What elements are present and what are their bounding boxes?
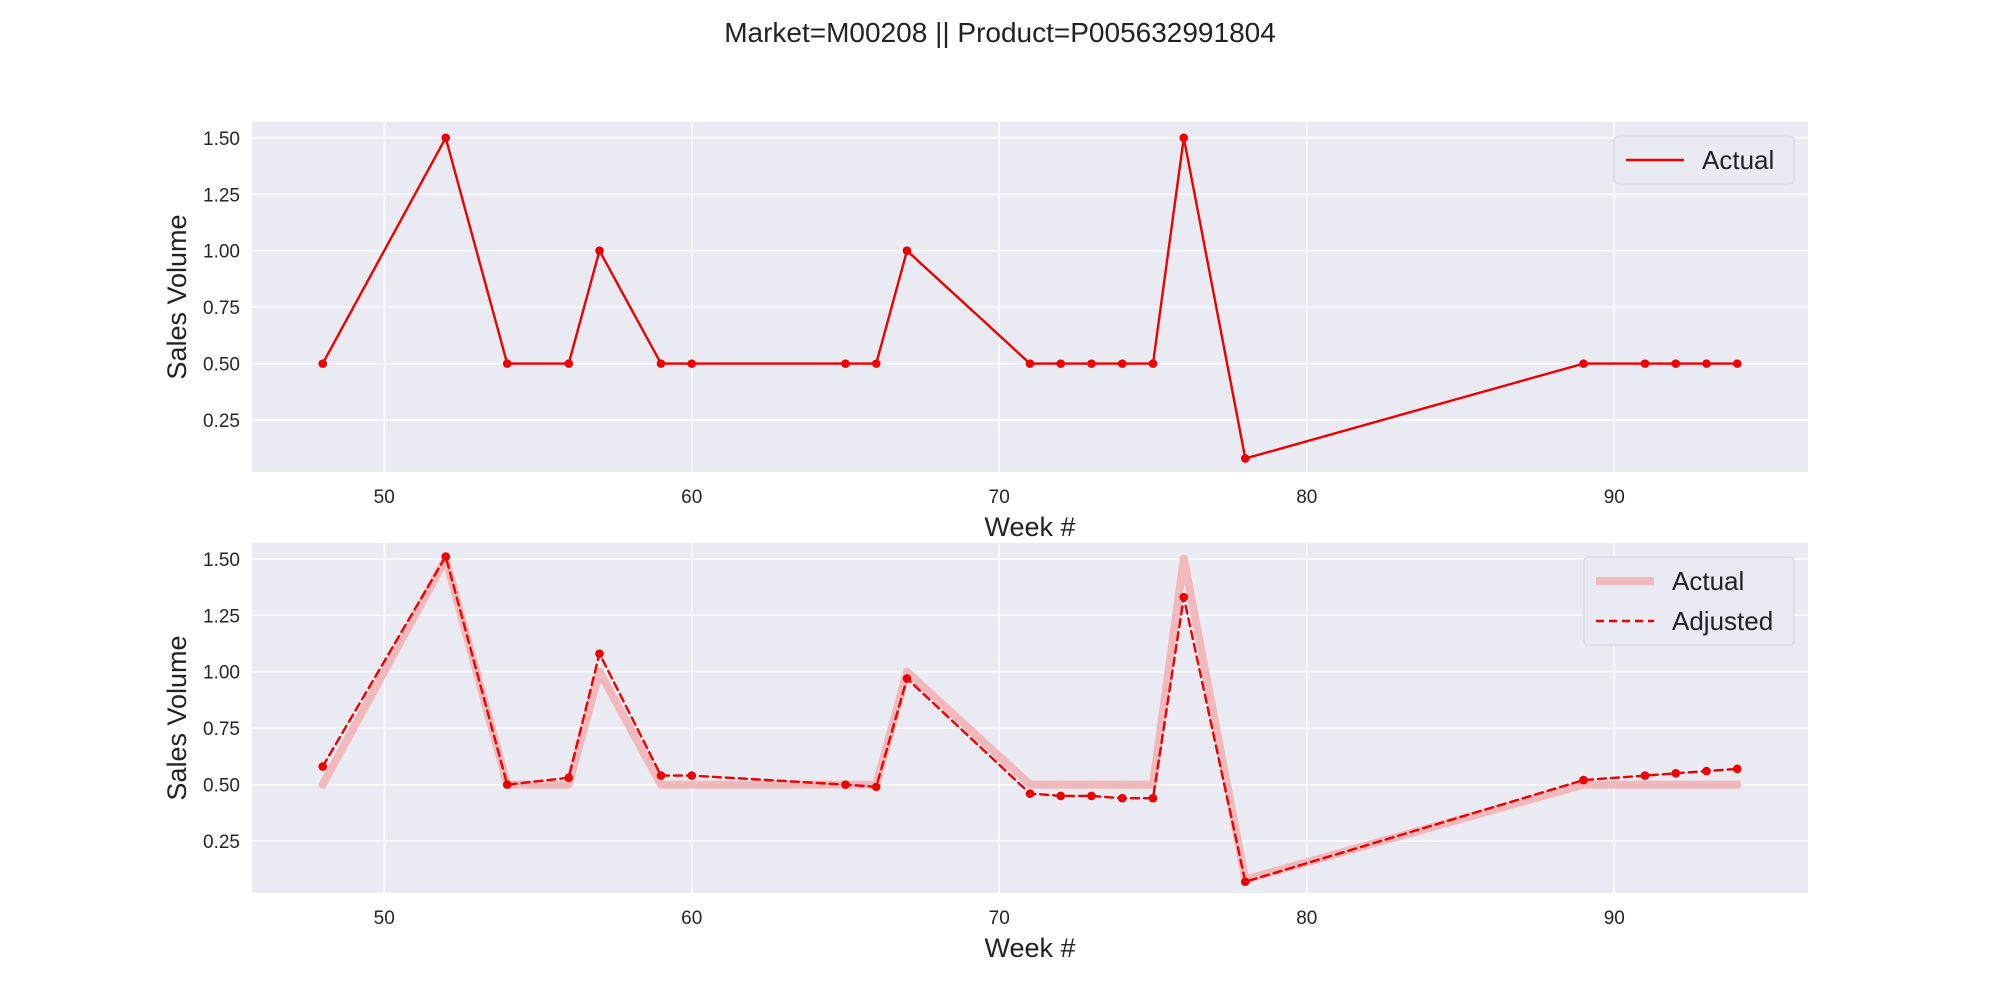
x-tick-label: 70	[989, 487, 1010, 508]
data-point-adjusted	[1240, 877, 1250, 887]
data-point-actual	[656, 359, 666, 368]
x-tick-label: 50	[374, 908, 395, 929]
legend-box	[1613, 135, 1795, 185]
data-point-actual	[1733, 780, 1742, 789]
data-point-actual	[1732, 359, 1742, 368]
y-tick-label: 1.00	[203, 663, 240, 684]
data-point-actual	[687, 359, 697, 368]
data-point-adjusted	[902, 674, 912, 683]
legend-label-actual: Actual	[1702, 145, 1774, 175]
data-point-adjusted	[441, 552, 451, 561]
y-tick-label: 0.75	[203, 719, 240, 740]
data-point-adjusted	[1179, 592, 1189, 602]
y-tick-label: 1.25	[203, 606, 240, 627]
y-tick-label: 0.75	[203, 298, 240, 319]
data-point-adjusted	[1087, 791, 1096, 801]
data-point-actual	[1056, 780, 1065, 789]
y-axis-label: Sales Volume	[162, 635, 192, 800]
legend-label-adjusted: Adjusted	[1672, 606, 1773, 636]
series-line-actual	[321, 136, 1739, 460]
data-point-adjusted	[318, 762, 328, 771]
data-point-adjusted	[595, 649, 604, 658]
data-point-adjusted	[564, 773, 574, 783]
data-point-actual	[1087, 780, 1096, 789]
data-point-adjusted	[1732, 764, 1742, 774]
data-point-adjusted	[502, 780, 512, 789]
y-tick-label: 1.25	[203, 185, 240, 206]
data-point-adjusted	[1148, 793, 1158, 803]
data-point-adjusted	[1025, 789, 1035, 798]
data-point-actual	[841, 359, 850, 368]
data-point-adjusted	[1671, 769, 1681, 778]
y-axis-label: Sales Volume	[162, 214, 192, 379]
data-point-actual	[595, 667, 604, 676]
data-point-actual	[564, 780, 573, 789]
data-point-adjusted	[1056, 791, 1066, 801]
y-tick-label: 1.50	[203, 129, 240, 150]
data-point-actual	[1671, 359, 1681, 368]
data-point-actual	[1240, 454, 1250, 463]
x-tick-label: 80	[1296, 908, 1317, 929]
data-point-adjusted	[1702, 766, 1711, 776]
data-point-actual	[1087, 359, 1096, 368]
data-point-actual	[318, 780, 327, 789]
data-point-actual	[1640, 359, 1650, 368]
data-point-actual	[1702, 359, 1711, 368]
legend-label-actual: Actual	[1672, 566, 1744, 596]
data-point-adjusted	[1117, 793, 1127, 803]
data-point-actual	[564, 359, 574, 368]
x-tick-label: 80	[1296, 487, 1317, 508]
data-point-actual	[871, 359, 881, 368]
y-tick-label: 0.25	[203, 832, 240, 853]
y-tick-label: 1.50	[203, 550, 240, 571]
data-point-actual	[902, 246, 912, 256]
x-axis-label: Week #	[984, 933, 1075, 963]
data-point-adjusted	[871, 782, 881, 792]
data-point-actual	[1118, 780, 1127, 789]
series-line-actual	[318, 554, 1742, 884]
data-point-actual	[1025, 359, 1035, 368]
data-point-actual	[656, 780, 665, 789]
figure-title: Market=M00208 || Product=P005632991804	[724, 17, 1276, 48]
y-tick-label: 0.25	[203, 411, 240, 432]
y-tick-label: 0.50	[203, 355, 240, 376]
data-point-adjusted	[841, 780, 850, 789]
data-point-actual	[1026, 780, 1034, 789]
bottom-panel: 50 60 70 80 90 0.25 0.50 0.75 1.00 1.25 1.50 Week #…	[162, 543, 1808, 963]
top-panel: 50 60 70 80 90 0.25 0.50 0.75 1.00 1.25 1.50 Week #…	[162, 122, 1808, 542]
data-point-actual	[902, 667, 911, 676]
data-point-actual	[1702, 780, 1711, 789]
x-tick-label: 90	[1604, 908, 1625, 929]
data-point-actual	[502, 359, 512, 368]
data-point-actual	[1179, 133, 1189, 143]
data-point-actual	[1117, 359, 1127, 368]
plot-area	[252, 543, 1808, 893]
data-point-actual	[595, 246, 604, 256]
x-axis-label: Week #	[984, 512, 1075, 542]
data-point-actual	[687, 780, 696, 789]
plot-area	[252, 122, 1808, 472]
series-line-adjusted	[321, 555, 1739, 883]
y-tick-label: 0.50	[203, 776, 240, 797]
data-point-adjusted	[1640, 771, 1650, 780]
data-point-actual	[441, 133, 451, 143]
data-point-actual	[1179, 554, 1188, 563]
data-point-actual	[318, 359, 328, 368]
x-tick-label: 70	[989, 908, 1010, 929]
data-point-actual	[1641, 780, 1650, 789]
data-point-actual	[1579, 359, 1588, 368]
data-point-adjusted	[656, 771, 666, 780]
y-tick-label: 1.00	[203, 242, 240, 263]
x-tick-label: 50	[374, 487, 395, 508]
x-tick-label: 90	[1604, 487, 1625, 508]
data-point-actual	[1148, 359, 1158, 368]
data-point-adjusted	[1579, 775, 1588, 785]
data-point-actual	[1056, 359, 1066, 368]
x-tick-label: 60	[681, 487, 702, 508]
data-point-actual	[1671, 780, 1680, 789]
data-point-adjusted	[687, 771, 697, 780]
x-tick-label: 60	[681, 908, 702, 929]
